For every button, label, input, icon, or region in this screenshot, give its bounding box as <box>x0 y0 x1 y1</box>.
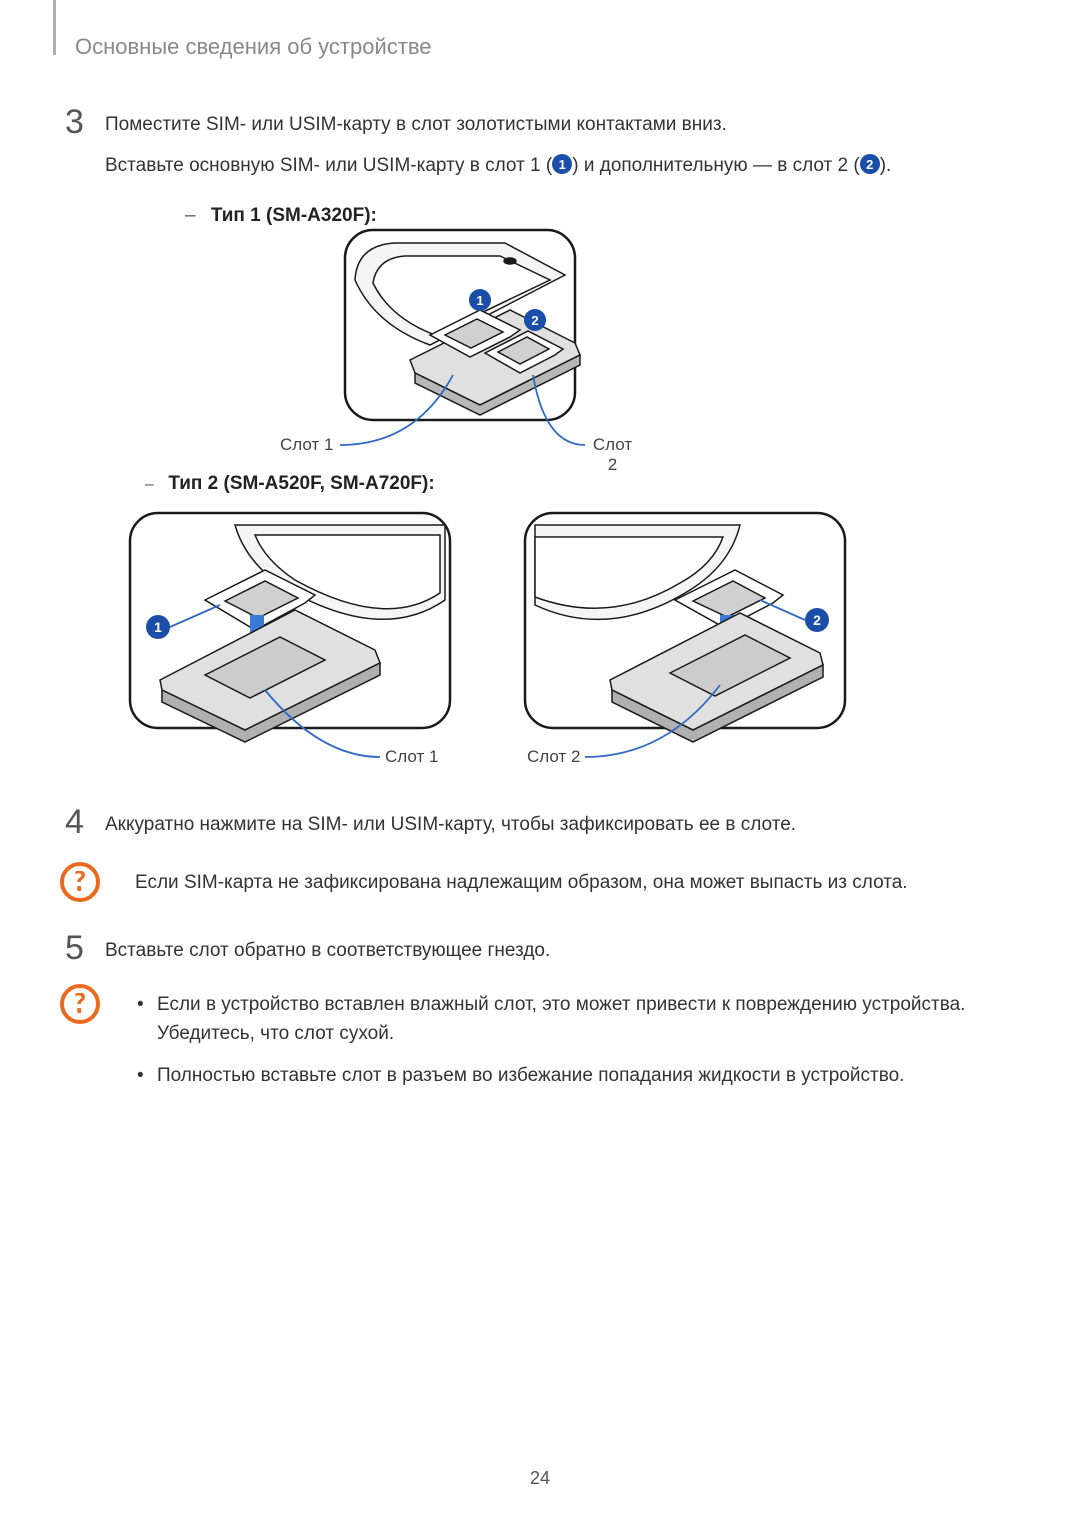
badge-1-inline: 1 <box>552 154 572 174</box>
diagram-type-2-left-svg: 1 <box>120 505 460 765</box>
caution-1: Если SIM-карта не зафиксирована надлежащ… <box>60 862 980 902</box>
caution-2-bullet-1: Если в устройство вставлен влажный слот,… <box>135 990 980 1049</box>
caution-2-bullet-2: Полностью вставьте слот в разъем во избе… <box>135 1061 980 1090</box>
diagram-type-2-left: 1 Слот 1 <box>120 505 460 770</box>
type-1-label: Тип 1 (SM-A320F): <box>211 205 377 226</box>
step-3-text-2: Вставьте основную SIM- или USIM-карту в … <box>105 152 985 181</box>
step-4-number: 4 <box>65 803 84 842</box>
svg-text:1: 1 <box>476 293 483 308</box>
type-2-dash: – <box>145 476 154 493</box>
diagram-type-2-right-svg: 2 <box>515 505 855 765</box>
badge-2-inline: 2 <box>860 154 880 174</box>
step-3-body: Поместите SIM- или USIM-карту в слот зол… <box>105 111 985 231</box>
step-3-text-2a: Вставьте основную SIM- или USIM-карту в … <box>105 155 552 176</box>
step-5-number: 5 <box>65 929 84 968</box>
svg-text:2: 2 <box>531 313 538 328</box>
svg-text:2: 2 <box>813 612 821 628</box>
step-3-text-2b: ) и дополнительную — в слот 2 ( <box>572 155 859 176</box>
page-header-title: Основные сведения об устройстве <box>75 34 432 60</box>
step-5: 5 Вставьте слот обратно в соответствующе… <box>65 937 985 966</box>
step-3-text-2c: ). <box>880 155 892 176</box>
caution-1-text: Если SIM-карта не зафиксирована надлежащ… <box>135 862 908 897</box>
header-accent-bar <box>53 0 56 55</box>
diagram-type-1: 1 2 Слот 1 Слот 2 <box>285 225 635 460</box>
type-2-label: Тип 2 (SM-A520F, SM-A720F): <box>168 473 434 494</box>
diagram2b-slot2-label: Слот 2 <box>527 747 580 767</box>
svg-text:1: 1 <box>154 619 162 635</box>
type-2-row: – Тип 2 (SM-A520F, SM-A720F): <box>145 473 435 495</box>
step-3: 3 Поместите SIM- или USIM-карту в слот з… <box>65 111 985 231</box>
step-5-body: Вставьте слот обратно в соответствующее … <box>105 937 985 966</box>
step-3-number: 3 <box>65 103 84 142</box>
diagram1-slot1-label: Слот 1 <box>280 435 333 455</box>
step-3-text-1: Поместите SIM- или USIM-карту в слот зол… <box>105 111 985 140</box>
diagram2a-slot1-label: Слот 1 <box>385 747 438 767</box>
caution-icon <box>60 984 100 1024</box>
caution-2-text: Если в устройство вставлен влажный слот,… <box>135 984 980 1102</box>
diagram-type-2-right: 2 Слот 2 <box>515 505 855 770</box>
diagram-type-1-svg: 1 2 <box>285 225 635 455</box>
step-4: 4 Аккуратно нажмите на SIM- или USIM-кар… <box>65 811 985 840</box>
step-4-body: Аккуратно нажмите на SIM- или USIM-карту… <box>105 811 985 840</box>
page-number: 24 <box>0 1468 1080 1489</box>
type-1-dash: – <box>185 205 196 226</box>
caution-icon <box>60 862 100 902</box>
caution-2: Если в устройство вставлен влажный слот,… <box>60 984 980 1102</box>
diagram1-slot2-label: Слот 2 <box>590 435 635 475</box>
